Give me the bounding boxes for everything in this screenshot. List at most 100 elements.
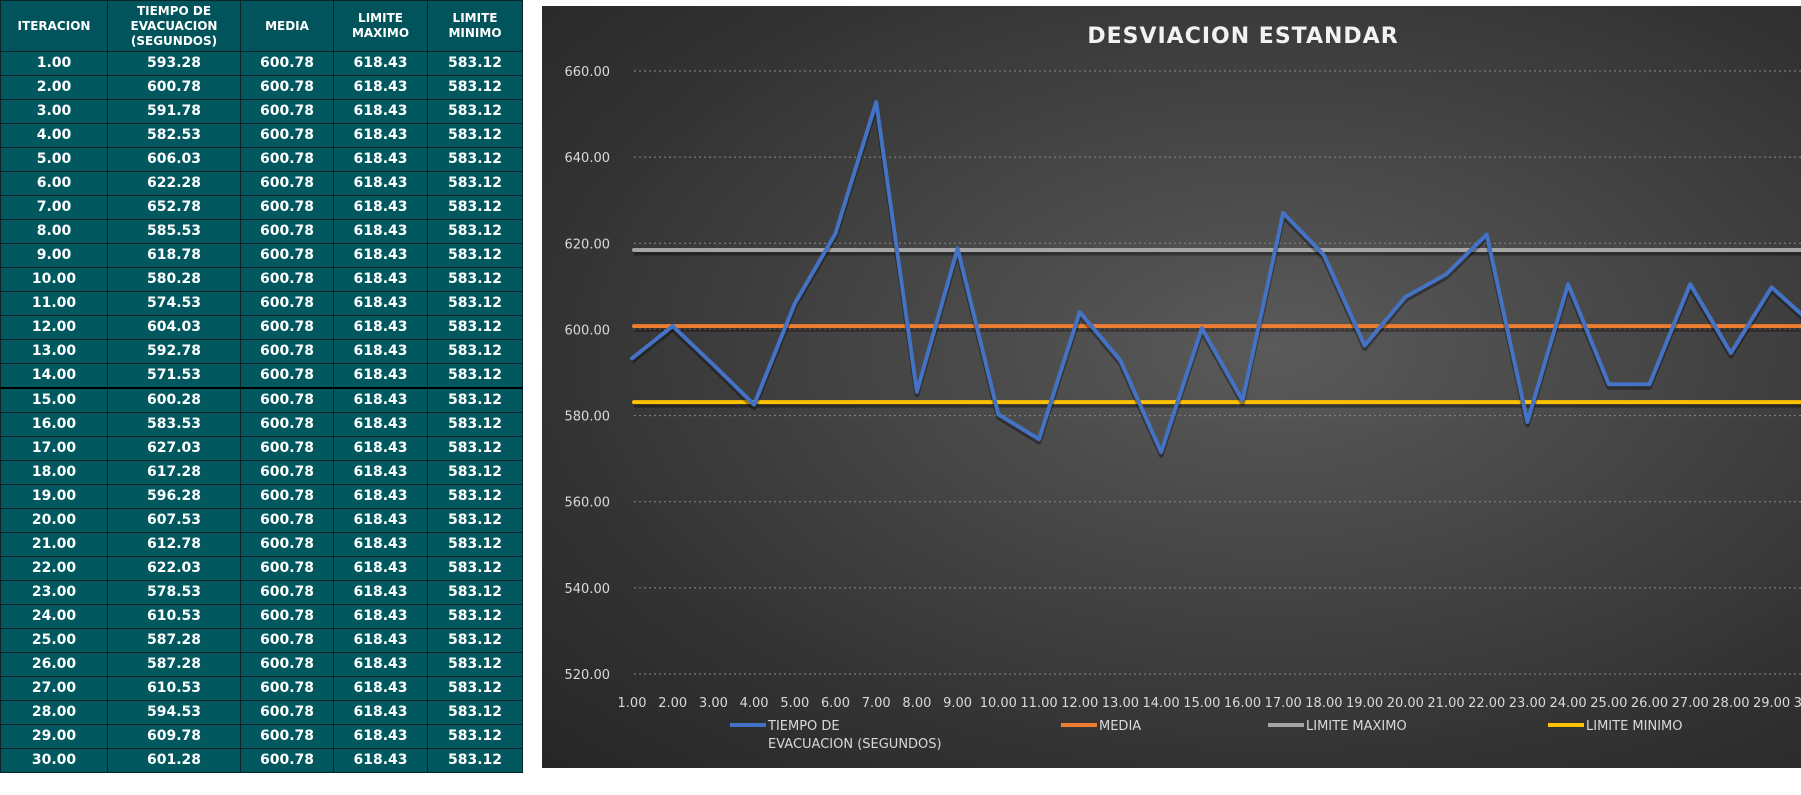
cell-tiempo: 622.28	[107, 171, 241, 196]
table-row: 2.00 600.78 600.78 618.43 583.12	[0, 75, 523, 100]
cell-media: 600.78	[240, 604, 334, 629]
x-tick-label: 8.00	[902, 696, 931, 711]
cell-iteracion: 19.00	[0, 484, 108, 509]
x-tick-label: 5.00	[780, 696, 809, 711]
cell-limite-minimo: 583.12	[427, 412, 523, 437]
data-point	[1688, 282, 1692, 286]
cell-limite-minimo: 583.12	[427, 508, 523, 533]
cell-tiempo: 578.53	[107, 580, 241, 605]
cell-limite-maximo: 618.43	[333, 291, 428, 316]
table-row: 26.00 587.28 600.78 618.43 583.12	[0, 652, 523, 677]
cell-tiempo: 617.28	[107, 460, 241, 485]
data-point	[1159, 450, 1163, 454]
table-row: 13.00 592.78 600.78 618.43 583.12	[0, 339, 523, 364]
cell-limite-minimo: 583.12	[427, 436, 523, 461]
x-tick-label: 1.00	[618, 696, 647, 711]
cell-tiempo: 587.28	[107, 652, 241, 677]
cell-tiempo: 593.28	[107, 51, 241, 76]
x-tick-label: 13.00	[1102, 696, 1139, 711]
legend-label: LIMITE MINIMO	[1586, 719, 1682, 734]
cell-media: 600.78	[240, 436, 334, 461]
cell-limite-maximo: 618.43	[333, 171, 428, 196]
x-tick-label: 26.00	[1631, 696, 1668, 711]
cell-tiempo: 627.03	[107, 436, 241, 461]
cell-limite-maximo: 618.43	[333, 339, 428, 364]
cell-tiempo: 607.53	[107, 508, 241, 533]
cell-limite-maximo: 618.43	[333, 363, 428, 389]
table-body: 1.00 593.28 600.78 618.43 583.12 2.00 600.78 60…	[0, 51, 523, 773]
y-tick-label: 620.00	[565, 237, 611, 252]
table-row: 1.00 593.28 600.78 618.43 583.12	[0, 51, 523, 76]
cell-iteracion: 22.00	[0, 556, 108, 581]
data-point	[1037, 437, 1041, 441]
cell-limite-minimo: 583.12	[427, 243, 523, 268]
table-row: 11.00 574.53 600.78 618.43 583.12	[0, 291, 523, 316]
table-row: 27.00 610.53 600.78 618.43 583.12	[0, 676, 523, 701]
cell-tiempo: 592.78	[107, 339, 241, 364]
cell-limite-minimo: 583.12	[427, 315, 523, 340]
cell-tiempo: 571.53	[107, 363, 241, 389]
cell-iteracion: 14.00	[0, 363, 108, 389]
x-tick-label: 27.00	[1672, 696, 1709, 711]
cell-tiempo: 606.03	[107, 147, 241, 172]
data-point	[711, 363, 715, 367]
table-row: 18.00 617.28 600.78 618.43 583.12	[0, 460, 523, 485]
cell-limite-maximo: 618.43	[333, 436, 428, 461]
data-point	[1322, 253, 1326, 257]
legend-item: LIMITE MINIMO	[1548, 719, 1682, 734]
chart-svg: DESVIACION ESTANDAR 660.00 640.00 620.00 60…	[565, 24, 1801, 752]
table-row: 12.00 604.03 600.78 618.43 583.12	[0, 315, 523, 340]
x-tick-label: 3.00	[699, 696, 728, 711]
data-point	[1485, 233, 1489, 237]
x-tick-label: 12.00	[1061, 696, 1098, 711]
cell-iteracion: 3.00	[0, 99, 108, 124]
cell-limite-minimo: 583.12	[427, 75, 523, 100]
cell-media: 600.78	[240, 387, 334, 413]
data-point	[752, 403, 756, 407]
cell-tiempo: 580.28	[107, 267, 241, 292]
table-row: 28.00 594.53 600.78 618.43 583.12	[0, 700, 523, 725]
table-row: 7.00 652.78 600.78 618.43 583.12	[0, 195, 523, 220]
table-row: 17.00 627.03 600.78 618.43 583.12	[0, 436, 523, 461]
data-point	[1444, 272, 1448, 276]
cell-iteracion: 5.00	[0, 147, 108, 172]
cell-tiempo: 600.28	[107, 387, 241, 413]
cell-iteracion: 11.00	[0, 291, 108, 316]
cell-limite-maximo: 618.43	[333, 99, 428, 124]
cell-media: 600.78	[240, 171, 334, 196]
data-point	[834, 231, 837, 235]
cell-iteracion: 23.00	[0, 580, 108, 605]
cell-tiempo: 601.28	[107, 748, 241, 773]
cell-limite-maximo: 618.43	[333, 460, 428, 485]
x-tick-label: 4.00	[740, 696, 769, 711]
table-row: 25.00 587.28 600.78 618.43 583.12	[0, 628, 523, 653]
cell-media: 600.78	[240, 219, 334, 244]
table-row: 16.00 583.53 600.78 618.43 583.12	[0, 412, 523, 437]
table-row: 8.00 585.53 600.78 618.43 583.12	[0, 219, 523, 244]
cell-limite-minimo: 583.12	[427, 556, 523, 581]
cell-media: 600.78	[240, 556, 334, 581]
cell-media: 600.78	[240, 580, 334, 605]
data-point	[1241, 398, 1244, 402]
cell-iteracion: 20.00	[0, 508, 108, 533]
cell-limite-minimo: 583.12	[427, 700, 523, 725]
y-axis-ticks: 660.00 640.00 620.00 600.00 580.00 560.00 540.…	[565, 65, 611, 683]
cell-media: 600.78	[240, 748, 334, 773]
cell-limite-minimo: 583.12	[427, 267, 523, 292]
cell-limite-minimo: 583.12	[427, 99, 523, 124]
cell-limite-minimo: 583.12	[427, 460, 523, 485]
x-tick-label: 18.00	[1305, 696, 1342, 711]
data-point	[1566, 282, 1570, 286]
cell-limite-minimo: 583.12	[427, 676, 523, 701]
cell-limite-minimo: 583.12	[427, 363, 523, 389]
data-point	[1525, 420, 1529, 424]
cell-iteracion: 27.00	[0, 676, 108, 701]
cell-media: 600.78	[240, 147, 334, 172]
data-point	[1403, 295, 1407, 299]
chart-title: DESVIACION ESTANDAR	[1087, 24, 1398, 49]
cell-limite-minimo: 583.12	[427, 171, 523, 196]
data-point	[793, 301, 797, 305]
table-row: 15.00 600.28 600.78 618.43 583.12	[0, 387, 523, 413]
cell-limite-maximo: 618.43	[333, 51, 428, 76]
data-point	[874, 100, 878, 104]
